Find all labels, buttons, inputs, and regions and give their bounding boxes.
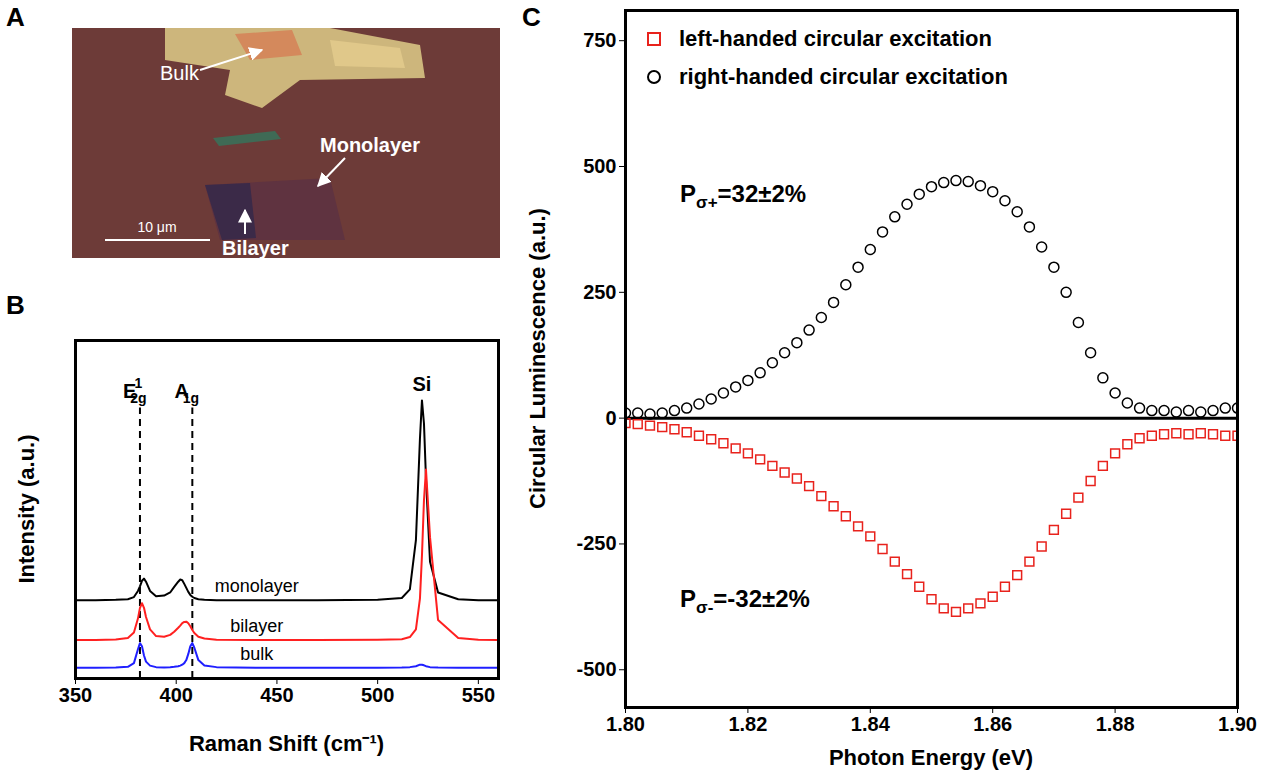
svg-text:Si: Si xyxy=(413,373,432,395)
svg-text:1.88: 1.88 xyxy=(1096,713,1135,735)
html-text:right-handed circular excitati: right-handed circular excitation xyxy=(679,64,1008,89)
svg-text:Photon Energy (eV): Photon Energy (eV) xyxy=(829,745,1033,770)
svg-text:500: 500 xyxy=(361,684,394,706)
html-text:Pσ+=32±2%: Pσ+=32±2% xyxy=(680,180,807,212)
svg-text:1.84: 1.84 xyxy=(851,713,891,735)
svg-text:350: 350 xyxy=(59,684,92,706)
svg-text:10 μm: 10 μm xyxy=(137,219,176,235)
svg-text:Intensity (a.u.): Intensity (a.u.) xyxy=(14,434,39,583)
svg-text:-500: -500 xyxy=(576,658,616,680)
html-text:left-handed circular excitatio: left-handed circular excitation xyxy=(679,26,992,51)
svg-text:1.82: 1.82 xyxy=(728,713,767,735)
svg-text:550: 550 xyxy=(462,684,495,706)
svg-text:500: 500 xyxy=(583,155,616,177)
svg-text:1.90: 1.90 xyxy=(1218,713,1257,735)
svg-text:Raman Shift (cm⁻¹): Raman Shift (cm⁻¹) xyxy=(189,731,384,756)
svg-text:-250: -250 xyxy=(576,532,616,554)
svg-text:A: A xyxy=(174,379,189,402)
svg-text:1g: 1g xyxy=(183,390,199,406)
svg-text:1: 1 xyxy=(135,375,143,391)
svg-text:bilayer: bilayer xyxy=(230,616,283,636)
html-text:A: A xyxy=(6,2,25,32)
svg-text:bulk: bulk xyxy=(240,644,274,664)
svg-text:0: 0 xyxy=(605,407,616,429)
svg-text:750: 750 xyxy=(583,29,616,51)
svg-text:400: 400 xyxy=(160,684,193,706)
svg-text:Monolayer: Monolayer xyxy=(320,134,420,156)
svg-text:Bilayer: Bilayer xyxy=(222,237,289,259)
svg-text:1.80: 1.80 xyxy=(606,713,645,735)
svg-text:monolayer: monolayer xyxy=(215,576,299,596)
svg-text:1.86: 1.86 xyxy=(973,713,1012,735)
svg-text:Circular Luminescence (a.u.): Circular Luminescence (a.u.) xyxy=(525,208,550,509)
html-text:C: C xyxy=(522,2,541,32)
svg-text:Bulk: Bulk xyxy=(160,62,200,84)
svg-text:2g: 2g xyxy=(130,390,146,406)
svg-text:250: 250 xyxy=(583,281,616,303)
svg-text:450: 450 xyxy=(260,684,293,706)
html-text:B: B xyxy=(6,290,25,320)
html-text:Pσ-=-32±2%: Pσ-=-32±2% xyxy=(680,585,810,617)
